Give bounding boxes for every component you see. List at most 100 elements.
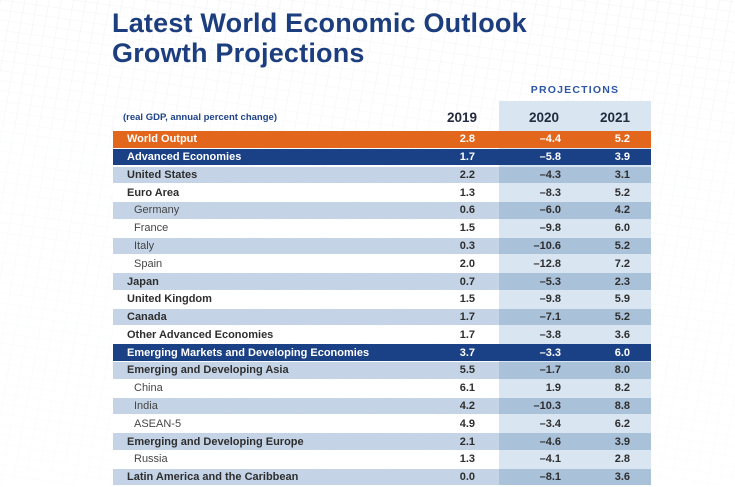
row-label: Japan: [127, 275, 159, 288]
value-2020: –1.7: [539, 364, 561, 377]
projections-tint: [499, 397, 651, 415]
value-2021: 3.9: [614, 151, 630, 164]
projections-tint: [499, 255, 651, 273]
projections-tint: [499, 468, 651, 486]
column-header-2019: 2019: [446, 110, 477, 125]
value-2019: 1.7: [459, 328, 475, 341]
title-line-1: Latest World Economic Outlook: [112, 8, 527, 38]
value-2020: –7.1: [539, 311, 561, 324]
row-label: United States: [127, 168, 198, 181]
value-2020: –10.3: [533, 400, 561, 413]
table-row: India 4.2 –10.3 8.8: [113, 397, 651, 415]
row-label: China: [134, 382, 163, 395]
column-header-2020: 2020: [528, 110, 559, 125]
value-2019: 5.5: [459, 364, 475, 377]
table-row: ASEAN-5 4.9 –3.4 6.2: [113, 415, 651, 433]
value-2020: –8.3: [539, 186, 561, 199]
value-2020: –5.3: [539, 275, 561, 288]
row-label: Germany: [134, 204, 180, 217]
row-label: Emerging and Developing Asia: [127, 364, 289, 377]
value-2021: 6.2: [614, 417, 630, 430]
table-row: United States 2.2 –4.3 3.1: [113, 166, 651, 184]
value-2019: 4.2: [459, 400, 475, 413]
row-label: ASEAN-5: [134, 417, 182, 430]
row-label: Emerging Markets and Developing Economie…: [127, 346, 370, 359]
table-row: United Kingdom 1.5 –9.8 5.9: [113, 291, 651, 308]
table-row: Emerging Markets and Developing Economie…: [113, 344, 651, 361]
row-label: United Kingdom: [127, 293, 212, 306]
value-2020: –3.8: [539, 328, 561, 341]
row-label: World Output: [127, 133, 198, 146]
projections-table: World Output 2.8 –4.4 5.2 Advanced Econo…: [113, 131, 651, 487]
table-row: Emerging and Developing Asia 5.5 –1.7 8.…: [113, 362, 651, 379]
value-2019: 1.7: [459, 151, 475, 164]
table-subtitle: (real GDP, annual percent change): [123, 112, 277, 123]
value-2020: –9.8: [539, 222, 561, 235]
value-2020: –4.6: [539, 435, 561, 448]
value-2021: 8.8: [614, 400, 630, 413]
projections-tint: [499, 415, 651, 433]
table-row: World Output 2.8 –4.4 5.2: [113, 131, 651, 148]
value-2019: 0.7: [459, 275, 475, 288]
value-2021: 3.9: [614, 435, 630, 448]
value-2020: –4.4: [539, 133, 561, 146]
table-row: Japan 0.7 –5.3 2.3: [113, 273, 651, 290]
value-2020: –9.8: [539, 293, 561, 306]
value-2020: –4.1: [539, 453, 561, 466]
projections-tint: [499, 451, 651, 468]
value-2020: –10.6: [533, 239, 561, 252]
table-header: (real GDP, annual percent change) 2019 2…: [113, 101, 651, 129]
projections-tint: [499, 184, 651, 201]
value-2020: –6.0: [539, 204, 561, 217]
value-2019: 0.3: [459, 239, 475, 252]
value-2021: 3.6: [614, 471, 630, 484]
value-2019: 0.0: [459, 471, 475, 484]
row-label: Canada: [127, 311, 167, 324]
value-2021: 6.0: [614, 222, 630, 235]
value-2021: 5.2: [614, 133, 630, 146]
value-2021: 8.0: [614, 364, 630, 377]
value-2021: 5.9: [614, 293, 630, 306]
row-label: Spain: [134, 257, 163, 270]
value-2019: 0.6: [459, 204, 475, 217]
column-header-2021: 2021: [599, 110, 630, 125]
table-row: Latin America and the Caribbean 0.0 –8.1…: [113, 468, 651, 486]
row-label: Emerging and Developing Europe: [127, 435, 304, 448]
value-2019: 3.7: [459, 346, 475, 359]
value-2021: 5.2: [614, 239, 630, 252]
value-2019: 2.8: [459, 133, 475, 146]
table-row: China 6.1 1.9 8.2: [113, 379, 651, 397]
projections-tint: [499, 326, 651, 344]
value-2021: 4.2: [614, 204, 630, 217]
value-2019: 6.1: [459, 382, 475, 395]
projections-tint: [499, 273, 651, 290]
value-2020: –5.8: [539, 151, 561, 164]
row-label: Other Advanced Economies: [127, 328, 274, 341]
value-2021: 3.6: [614, 328, 630, 341]
projections-tint: [499, 433, 651, 450]
projections-tint: [499, 237, 651, 255]
value-2021: 5.2: [614, 311, 630, 324]
value-2020: –3.3: [539, 346, 561, 359]
value-2021: 3.1: [614, 168, 630, 181]
table-row: Other Advanced Economies 1.7 –3.8 3.6: [113, 326, 651, 344]
row-label: Russia: [134, 453, 168, 466]
value-2020: –3.4: [539, 417, 561, 430]
row-label: Advanced Economies: [127, 151, 242, 164]
value-2021: 2.8: [614, 453, 630, 466]
value-2021: 8.2: [614, 382, 630, 395]
row-label: Euro Area: [127, 186, 180, 199]
row-label: Italy: [134, 239, 155, 252]
projections-tint: [499, 166, 651, 184]
row-label: Latin America and the Caribbean: [127, 471, 299, 484]
table-row: Italy 0.3 –10.6 5.2: [113, 237, 651, 255]
projections-tint: [499, 219, 651, 237]
value-2021: 5.2: [614, 186, 630, 199]
value-2021: 2.3: [614, 275, 630, 288]
value-2019: 2.0: [459, 257, 475, 270]
value-2020: –4.3: [539, 168, 561, 181]
projections-tint: [499, 291, 651, 308]
row-label: India: [134, 400, 158, 413]
value-2019: 1.5: [459, 293, 475, 306]
value-2019: 1.7: [459, 311, 475, 324]
